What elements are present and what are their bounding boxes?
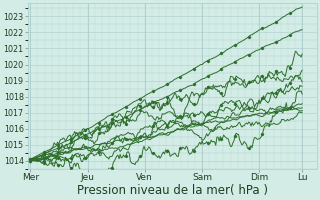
X-axis label: Pression niveau de la mer( hPa ): Pression niveau de la mer( hPa )	[77, 184, 268, 197]
